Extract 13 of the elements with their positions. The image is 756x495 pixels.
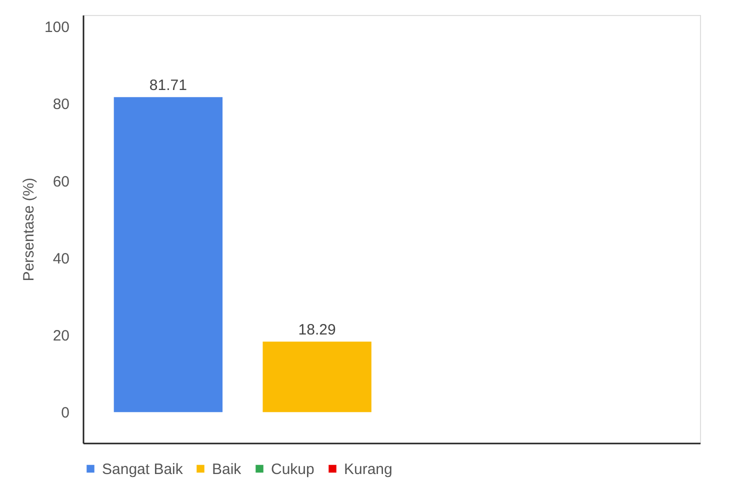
y-tick-label: 20	[52, 328, 70, 345]
y-axis-title: Persentase (%)	[20, 178, 38, 282]
legend-label: Kurang	[344, 460, 392, 478]
data-label: 18.29	[298, 322, 336, 339]
y-tick-label: 100	[44, 19, 70, 36]
y-tick-label: 40	[52, 250, 70, 268]
y-tick-label: 80	[52, 96, 70, 114]
data-label: 81.71	[149, 77, 187, 94]
legend-label: Baik	[212, 460, 242, 478]
legend-label: Cukup	[271, 460, 314, 478]
y-tick-label: 0	[61, 404, 70, 422]
legend-label: Sangat Baik	[102, 460, 184, 478]
y-tick-label: 60	[52, 173, 70, 190]
